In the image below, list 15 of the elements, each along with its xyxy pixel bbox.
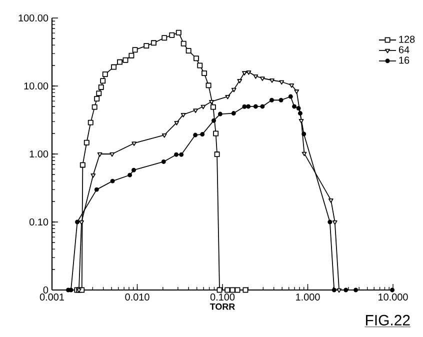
y-tick-label: 100.00 xyxy=(18,14,48,22)
x-tick-label: 1.000 xyxy=(296,294,320,301)
y-tick-label: 10.00 xyxy=(24,82,48,90)
y-tick-label: 1.00 xyxy=(30,150,48,158)
x-tick-label: 0.001 xyxy=(40,294,64,301)
y-tick-label: 0.10 xyxy=(29,218,48,226)
x-tick-label: 10.000 xyxy=(378,294,408,301)
y-tick-label: 0 xyxy=(43,286,48,294)
caption: FIG.22 xyxy=(366,314,410,326)
legend-label: 128 xyxy=(399,36,415,43)
x-axis-title: TORR xyxy=(210,303,235,310)
x-tick-label: 0.010 xyxy=(125,294,150,301)
x-tick-label: 0.100 xyxy=(210,294,235,301)
legend-label: 16 xyxy=(399,56,410,64)
legend-label: 64 xyxy=(398,46,410,54)
